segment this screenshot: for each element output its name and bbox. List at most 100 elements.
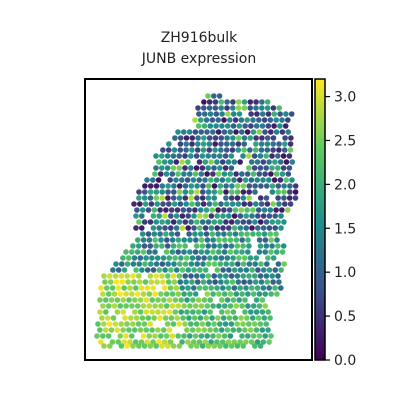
spot [268, 237, 275, 243]
spot [234, 343, 241, 349]
spot [236, 255, 242, 261]
spot [282, 123, 289, 129]
spot [169, 303, 176, 309]
spot [245, 333, 251, 339]
spot [256, 333, 263, 339]
spot [271, 177, 278, 183]
spot [103, 297, 109, 303]
spot [248, 309, 254, 315]
spot [246, 195, 252, 201]
spot [171, 189, 177, 195]
spot [124, 343, 130, 349]
spot [209, 117, 216, 123]
spot [101, 273, 107, 279]
spot [207, 309, 213, 315]
spot [269, 153, 275, 159]
spot [156, 339, 162, 345]
spot [183, 141, 189, 147]
spot [253, 123, 260, 129]
spot [108, 297, 115, 303]
spot [133, 267, 139, 273]
spot [242, 309, 248, 315]
spot [168, 267, 174, 273]
spot [173, 285, 180, 291]
spot [248, 111, 254, 117]
spot [181, 303, 187, 309]
spot [262, 237, 269, 243]
spot [182, 183, 189, 189]
spot [245, 237, 251, 243]
spot [194, 147, 201, 153]
spot [275, 189, 282, 195]
spot [240, 321, 246, 327]
spot [217, 189, 223, 195]
spot [124, 273, 130, 279]
spot [253, 99, 259, 105]
spot [137, 297, 144, 303]
spot [197, 267, 203, 273]
spot [275, 165, 281, 171]
spot [247, 255, 254, 261]
spot [208, 339, 214, 345]
spot [218, 327, 225, 333]
spot [192, 333, 199, 339]
spot [230, 327, 237, 333]
spot [127, 339, 133, 345]
spot [176, 195, 183, 201]
spot [185, 267, 192, 273]
spot [114, 327, 121, 333]
spot [166, 297, 173, 303]
spot [262, 333, 269, 339]
spot [218, 99, 225, 105]
spot [217, 243, 223, 249]
spot [167, 285, 174, 291]
spot [193, 243, 200, 249]
spot [163, 249, 170, 255]
spot [204, 237, 211, 243]
spot [277, 159, 284, 165]
spot [170, 219, 177, 225]
spot [188, 195, 194, 201]
spot [176, 165, 182, 171]
spot [248, 177, 255, 183]
spot [120, 327, 126, 333]
spot [256, 129, 263, 135]
spot [115, 267, 122, 273]
spot [149, 255, 155, 261]
spot [206, 99, 213, 105]
spot [259, 123, 266, 129]
spot [211, 219, 218, 225]
spot [241, 141, 247, 147]
spot [119, 261, 125, 267]
spot [147, 183, 154, 189]
spot [219, 123, 225, 129]
spot [149, 309, 155, 315]
spot [279, 207, 285, 213]
spot [200, 201, 207, 207]
spot [191, 315, 198, 321]
spot [157, 231, 163, 237]
spot [239, 237, 245, 243]
spot [153, 153, 159, 159]
spot [223, 189, 229, 195]
spot [165, 147, 172, 153]
spot [210, 249, 216, 255]
spot [147, 189, 154, 195]
spot [226, 207, 233, 213]
spot [167, 339, 174, 345]
spot [255, 267, 261, 273]
spot [167, 177, 173, 183]
spot [170, 343, 177, 349]
spot [132, 309, 138, 315]
spot [140, 333, 147, 339]
spot [181, 333, 187, 339]
spot [257, 195, 264, 201]
spot [232, 315, 239, 321]
spot [241, 279, 247, 285]
spot [246, 183, 253, 189]
spot [181, 171, 187, 177]
spot [147, 219, 154, 225]
spot [135, 237, 141, 243]
spot [165, 261, 171, 267]
spot [205, 321, 211, 327]
